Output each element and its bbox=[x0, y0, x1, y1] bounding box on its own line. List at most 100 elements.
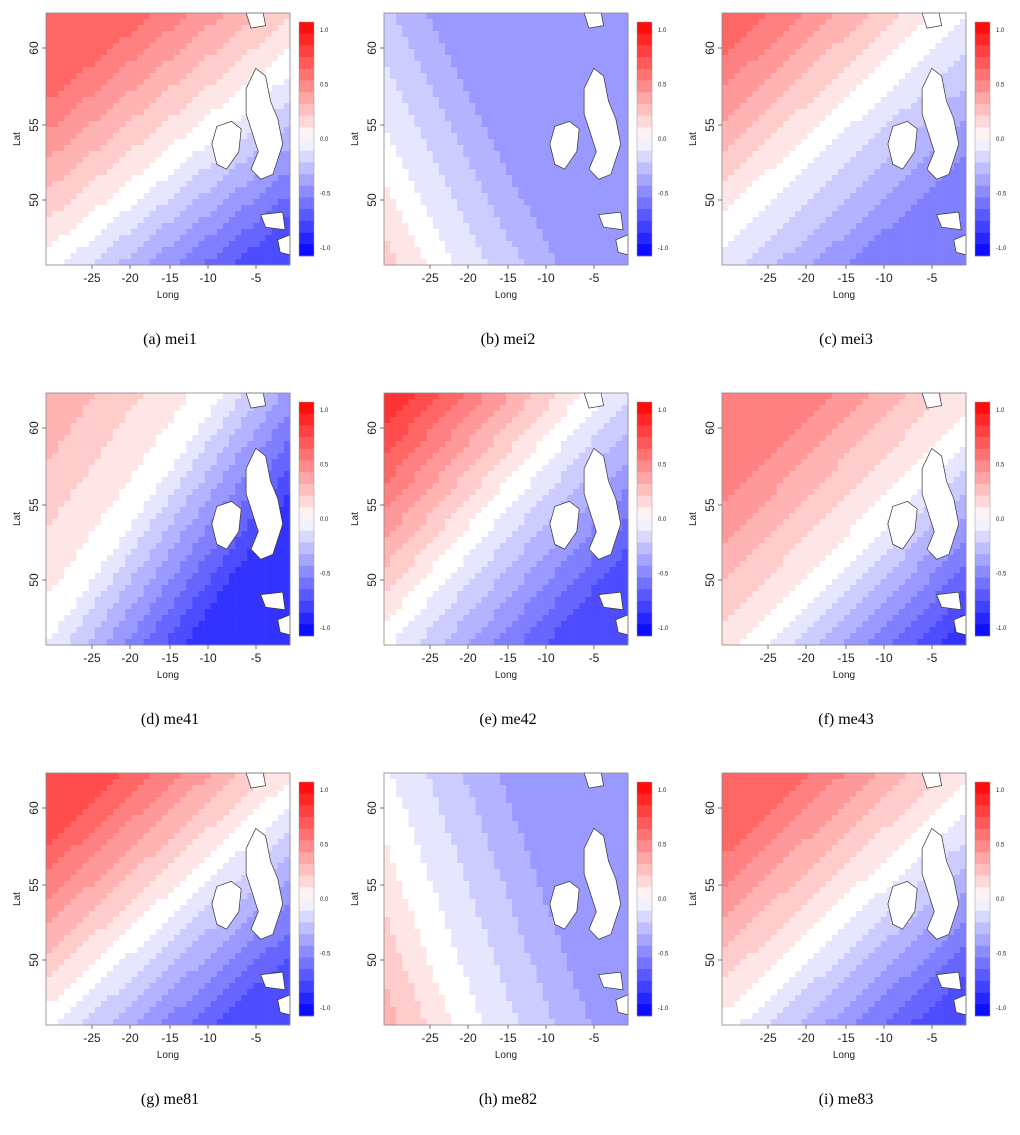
colorbar-tick-label: 1.0 bbox=[658, 28, 667, 34]
map-plot-me43: -25-20-15-10-5605550LongLat1.00.50.0-0.5… bbox=[676, 380, 1016, 710]
colorbar-tick-label: -1.0 bbox=[320, 1006, 331, 1012]
correlation-field bbox=[384, 773, 628, 1025]
colorbar-tick-label: 0.5 bbox=[658, 83, 667, 89]
y-axis-title: Lat bbox=[12, 512, 23, 526]
y-tick-label: 55 bbox=[365, 878, 379, 892]
colorbar-tick-label: 1.0 bbox=[658, 788, 667, 794]
x-tick-label: -10 bbox=[537, 1031, 555, 1045]
x-tick-label: -15 bbox=[837, 1031, 855, 1045]
y-tick-label: 50 bbox=[703, 193, 717, 207]
colorbar-tick-label: -1.0 bbox=[320, 246, 331, 252]
colorbar-tick-label: -0.5 bbox=[996, 572, 1007, 578]
y-tick-label: 60 bbox=[27, 41, 41, 55]
colorbar-tick-label: -0.5 bbox=[320, 952, 331, 958]
colorbar: 1.00.50.0-0.5-1.0 bbox=[637, 22, 669, 256]
map-plot-mei2: -25-20-15-10-5605550LongLat1.00.50.0-0.5… bbox=[338, 0, 678, 330]
colorbar-tick-label: -1.0 bbox=[320, 626, 331, 632]
x-tick-label: -15 bbox=[499, 1031, 517, 1045]
panel-caption: (i) me83 bbox=[676, 1091, 1016, 1109]
x-tick-label: -20 bbox=[121, 271, 139, 285]
x-tick-label: -25 bbox=[421, 271, 439, 285]
x-tick-label: -5 bbox=[589, 1031, 600, 1045]
x-tick-label: -15 bbox=[837, 271, 855, 285]
colorbar: 1.0 0.5 0.0 -0.5 -1.0 bbox=[299, 782, 331, 1016]
x-tick-label: -5 bbox=[589, 271, 600, 285]
correlation-field bbox=[722, 13, 966, 265]
y-axis-title: Lat bbox=[350, 132, 361, 146]
y-tick-label: 55 bbox=[365, 498, 379, 512]
colorbar-tick-label: 0.0 bbox=[996, 137, 1005, 143]
panel-caption: (c) mei3 bbox=[676, 331, 1016, 349]
x-tick-label: -5 bbox=[927, 651, 938, 665]
map-plot-mei1: -25-20-15-10-5605550LongLat1.00.50.0-0.5… bbox=[0, 0, 340, 330]
y-tick-label: 50 bbox=[703, 573, 717, 587]
y-tick-label: 60 bbox=[703, 421, 717, 435]
y-tick-label: 60 bbox=[365, 801, 379, 815]
x-tick-label: -5 bbox=[927, 271, 938, 285]
panel-caption: (a) mei1 bbox=[0, 331, 340, 349]
colorbar-tick-label: -1.0 bbox=[996, 246, 1007, 252]
map-plot-me42: -25-20-15-10-5605550LongLat1.00.50.0-0.5… bbox=[338, 380, 678, 710]
y-tick-label: 60 bbox=[703, 41, 717, 55]
colorbar-tick-label: 1.0 bbox=[996, 408, 1005, 414]
y-tick-label: 60 bbox=[365, 41, 379, 55]
x-tick-label: -10 bbox=[537, 651, 555, 665]
colorbar-tick-label: 0.5 bbox=[658, 843, 667, 849]
x-axis-title: Long bbox=[833, 290, 855, 301]
colorbar-tick-label: 1.0 bbox=[320, 408, 329, 414]
x-tick-label: -5 bbox=[251, 651, 262, 665]
y-tick-label: 55 bbox=[365, 118, 379, 132]
y-tick-label: 50 bbox=[27, 953, 41, 967]
colorbar-tick-label: 1.0 bbox=[320, 28, 329, 34]
x-axis-title: Long bbox=[495, 670, 517, 681]
colorbar-tick-label: 0.0 bbox=[320, 897, 329, 903]
colorbar: 1.00.50.0-0.5-1.0 bbox=[299, 22, 331, 256]
y-tick-label: 60 bbox=[27, 801, 41, 815]
x-tick-label: -25 bbox=[83, 271, 101, 285]
y-tick-label: 55 bbox=[703, 878, 717, 892]
colorbar-tick-label: -0.5 bbox=[996, 192, 1007, 198]
y-axis-title: Lat bbox=[350, 512, 361, 526]
x-tick-label: -5 bbox=[589, 651, 600, 665]
y-tick-label: 60 bbox=[27, 421, 41, 435]
correlation-field bbox=[46, 13, 290, 265]
correlation-field bbox=[722, 393, 966, 645]
colorbar-tick-label: 0.0 bbox=[996, 517, 1005, 523]
x-tick-label: -20 bbox=[797, 271, 815, 285]
correlation-field bbox=[384, 13, 628, 265]
y-tick-label: 55 bbox=[27, 498, 41, 512]
x-tick-label: -15 bbox=[499, 651, 517, 665]
y-tick-label: 60 bbox=[365, 421, 379, 435]
colorbar-tick-label: 0.5 bbox=[320, 843, 329, 849]
x-tick-label: -15 bbox=[161, 651, 179, 665]
x-tick-label: -5 bbox=[251, 1031, 262, 1045]
colorbar-tick-label: 0.0 bbox=[658, 137, 667, 143]
x-tick-label: -15 bbox=[499, 271, 517, 285]
colorbar-tick-label: -1.0 bbox=[658, 1006, 669, 1012]
x-tick-label: -10 bbox=[199, 271, 217, 285]
panel-caption: (e) me42 bbox=[338, 711, 678, 729]
colorbar-tick-label: -1.0 bbox=[996, 1006, 1007, 1012]
map-plot-me81: -25-20-15-10-5605550LongLat1.00.50.0-0.5… bbox=[0, 760, 340, 1090]
panel-caption: (f) me43 bbox=[676, 711, 1016, 729]
y-tick-label: 55 bbox=[703, 498, 717, 512]
colorbar-tick-label: 1.0 bbox=[320, 788, 329, 794]
colorbar-tick-label: 0.0 bbox=[658, 897, 667, 903]
map-plot-me82: -25-20-15-10-5605550LongLat1.00.50.0-0.5… bbox=[338, 760, 678, 1090]
y-axis-title: Lat bbox=[688, 892, 699, 906]
x-tick-label: -25 bbox=[759, 271, 777, 285]
colorbar-tick-label: 0.5 bbox=[320, 83, 329, 89]
x-axis-title: Long bbox=[495, 1050, 517, 1061]
x-tick-label: -20 bbox=[459, 651, 477, 665]
x-axis-title: Long bbox=[495, 290, 517, 301]
panel-caption: (b) mei2 bbox=[338, 331, 678, 349]
correlation-field bbox=[46, 393, 290, 645]
x-tick-label: -15 bbox=[161, 271, 179, 285]
x-axis-title: Long bbox=[833, 1050, 855, 1061]
x-axis-title: Long bbox=[157, 1050, 179, 1061]
colorbar: 1.00.50.0-0.5-1.0 bbox=[975, 402, 1007, 636]
